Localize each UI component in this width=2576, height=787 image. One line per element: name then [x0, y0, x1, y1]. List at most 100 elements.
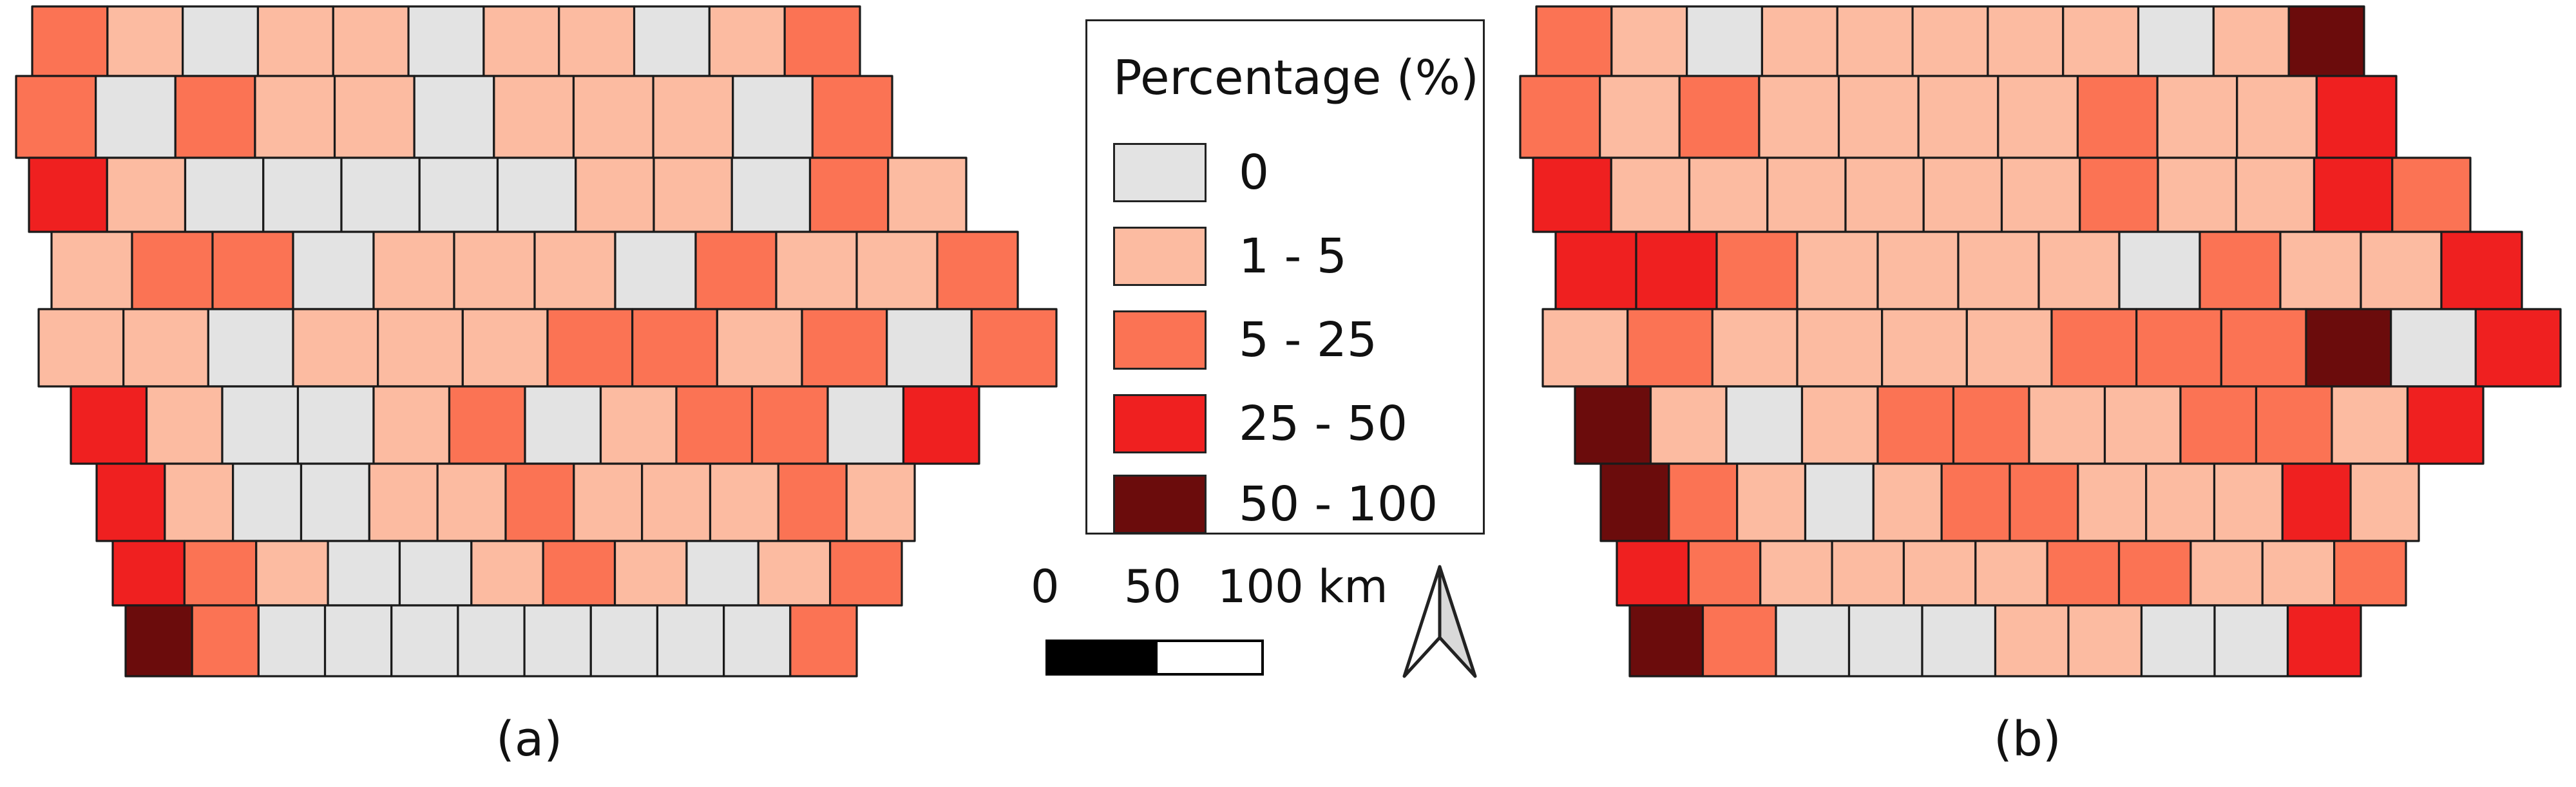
- county-cell: [730, 156, 812, 233]
- county-cell: [887, 156, 968, 233]
- county-cell: [2281, 462, 2352, 542]
- county-cell: [2199, 231, 2282, 310]
- county-cell: [2118, 231, 2201, 310]
- county-cell: [1847, 604, 1923, 678]
- county-cell: [845, 462, 916, 542]
- county-cell: [183, 540, 258, 607]
- county-cell: [2067, 604, 2143, 678]
- county-cell: [2050, 308, 2138, 388]
- county-cell: [106, 5, 184, 77]
- county-cell: [1628, 604, 1704, 678]
- county-cell: [1921, 604, 1997, 678]
- county-cell: [453, 231, 536, 310]
- county-cell: [1994, 604, 2070, 678]
- county-cell: [1844, 156, 1925, 233]
- county-cell: [1701, 604, 1777, 678]
- legend-swatch-25-50: [1113, 394, 1207, 453]
- county-cell: [2117, 540, 2192, 607]
- county-cell: [1957, 231, 2040, 310]
- county-cell: [1881, 308, 1968, 388]
- county-cell: [675, 385, 754, 465]
- scale-label-0: 0: [1031, 560, 1060, 613]
- county-cell: [191, 604, 260, 678]
- county-cell: [1519, 75, 1601, 159]
- county-cell: [15, 75, 97, 159]
- county-cell: [2213, 604, 2289, 678]
- county-cell: [2315, 75, 2398, 159]
- county-cell: [2140, 604, 2216, 678]
- county-cell: [533, 231, 616, 310]
- county-cell: [28, 156, 108, 233]
- county-cell: [2287, 5, 2365, 77]
- county-cell: [2474, 308, 2562, 388]
- county-cell: [1610, 5, 1688, 77]
- county-cell: [470, 540, 544, 607]
- legend-label-5-25: 5 - 25: [1239, 312, 1377, 368]
- county-cell: [2349, 462, 2420, 542]
- county-cell: [2077, 462, 2148, 542]
- county-cell: [2103, 385, 2182, 465]
- county-cell: [732, 75, 814, 159]
- legend-swatch-1-5: [1113, 227, 1207, 286]
- county-cell: [1987, 5, 2065, 77]
- county-cell: [1876, 231, 1960, 310]
- county-cell: [575, 156, 655, 233]
- county-cell: [2037, 231, 2121, 310]
- county-cell: [685, 540, 759, 607]
- county-cell: [2440, 231, 2523, 310]
- county-cell: [1775, 604, 1851, 678]
- county-cell: [327, 540, 401, 607]
- county-cell: [2179, 385, 2258, 465]
- county-cell: [1711, 308, 1798, 388]
- legend-item-5-25: 5 - 25: [1113, 308, 1377, 372]
- county-cell: [2062, 5, 2140, 77]
- county-cell: [2255, 385, 2333, 465]
- county-cell: [333, 75, 415, 159]
- county-cell: [2391, 156, 2472, 233]
- county-cell: [131, 231, 214, 310]
- county-cell: [1574, 385, 1652, 465]
- county-cell: [777, 462, 848, 542]
- county-cell: [1952, 385, 2030, 465]
- county-cell: [493, 75, 575, 159]
- county-cell: [1635, 231, 1718, 310]
- county-cell: [1796, 231, 1879, 310]
- legend-title: Percentage (%): [1113, 50, 1479, 106]
- county-cell: [398, 540, 473, 607]
- county-cell: [750, 385, 829, 465]
- county-cell: [1715, 231, 1798, 310]
- legend-label-50-100: 50 - 100: [1239, 477, 1438, 532]
- county-cell: [1760, 5, 1838, 77]
- county-cell: [1688, 156, 1769, 233]
- county-cell: [801, 308, 888, 388]
- county-cell: [723, 604, 792, 678]
- scale-bar-white-segment: [1155, 640, 1264, 676]
- county-cell: [182, 5, 260, 77]
- county-cell: [262, 156, 343, 233]
- county-cell: [2305, 308, 2392, 388]
- county-cell: [221, 385, 300, 465]
- county-cell: [340, 156, 421, 233]
- county-cell: [558, 5, 636, 77]
- county-cell: [2028, 385, 2106, 465]
- county-cell: [789, 604, 858, 678]
- county-cell: [436, 462, 507, 542]
- county-cell: [546, 308, 634, 388]
- county-cell: [457, 604, 526, 678]
- county-cell: [1758, 75, 1840, 159]
- county-cell: [2046, 540, 2121, 607]
- county-cell: [300, 462, 370, 542]
- legend-swatch-0: [1113, 143, 1207, 202]
- county-cell: [413, 75, 495, 159]
- county-cell: [2135, 308, 2222, 388]
- legend: Percentage (%) 0 1 - 5 5 - 25 25 - 50 50…: [1085, 19, 1485, 535]
- county-cell: [573, 462, 644, 542]
- county-cell: [368, 462, 439, 542]
- county-cell: [2331, 385, 2409, 465]
- county-cell: [1922, 156, 2003, 233]
- county-cell: [323, 604, 393, 678]
- county-cell: [2212, 5, 2290, 77]
- county-cell: [211, 231, 294, 310]
- scale-label-50: 50: [1124, 560, 1182, 613]
